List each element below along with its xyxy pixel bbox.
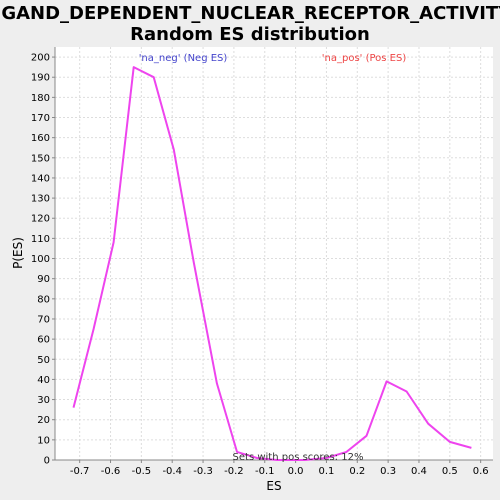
x-tick-label: 0.3 — [380, 466, 396, 477]
x-tick-label: 0.5 — [442, 466, 458, 477]
y-tick-label: 160 — [31, 133, 50, 144]
y-tick-label: 130 — [31, 194, 50, 205]
y-tick-label: 180 — [31, 93, 50, 104]
y-tick-label: 100 — [31, 254, 50, 265]
y-tick-label: 150 — [31, 153, 50, 164]
y-tick-label: 170 — [31, 113, 50, 124]
y-tick-label: 70 — [37, 314, 50, 325]
y-tick-label: 90 — [37, 274, 50, 285]
y-axis-label: P(ES) — [11, 237, 25, 269]
y-tick-label: 0 — [44, 456, 50, 467]
chart-title-line2: Random ES distribution — [130, 24, 370, 45]
plot-area — [55, 47, 493, 460]
x-tick-label: -0.3 — [193, 466, 213, 477]
pos-scores-annotation: Sets with pos scores: 12% — [233, 452, 364, 463]
y-tick-label: 10 — [37, 435, 50, 446]
y-tick-label: 60 — [37, 335, 50, 346]
chart-title-line1: LIGAND_DEPENDENT_NUCLEAR_RECEPTOR_ACTIVI… — [0, 3, 500, 24]
y-tick-label: 50 — [37, 355, 50, 366]
x-tick-label: -0.6 — [101, 466, 121, 477]
y-tick-label: 20 — [37, 415, 50, 426]
y-tick-label: 30 — [37, 395, 50, 406]
y-tick-label: 120 — [31, 214, 50, 225]
y-tick-label: 40 — [37, 375, 50, 386]
x-tick-label: 0.4 — [411, 466, 427, 477]
x-tick-label: 0.6 — [473, 466, 489, 477]
x-tick-label: -0.2 — [224, 466, 244, 477]
x-axis-label: ES — [266, 479, 281, 493]
x-tick-label: 0.1 — [318, 466, 334, 477]
y-tick-label: 80 — [37, 294, 50, 305]
y-tick-label: 200 — [31, 53, 50, 64]
y-tick-label: 190 — [31, 73, 50, 84]
x-tick-label: -0.4 — [162, 466, 182, 477]
x-tick-label: -0.7 — [70, 466, 90, 477]
x-tick-label: -0.1 — [255, 466, 275, 477]
legend-neg: 'na_neg' (Neg ES) — [139, 53, 228, 64]
x-tick-label: 0.2 — [349, 466, 365, 477]
legend-pos: 'na_pos' (Pos ES) — [322, 53, 407, 64]
y-tick-label: 110 — [31, 234, 50, 245]
x-tick-label: -0.5 — [132, 466, 152, 477]
x-tick-label: 0.0 — [288, 466, 304, 477]
y-tick-label: 140 — [31, 173, 50, 184]
